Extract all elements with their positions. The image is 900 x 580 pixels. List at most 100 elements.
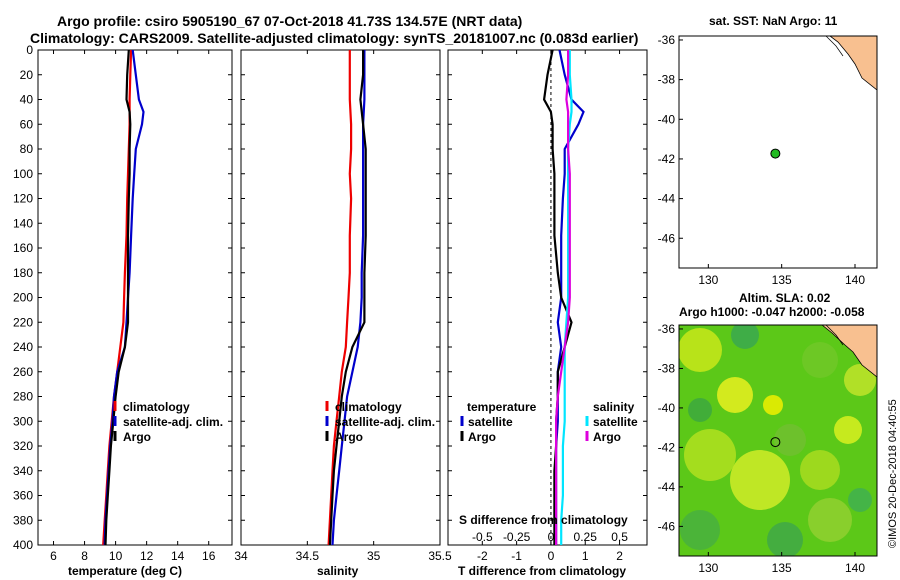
temperature-xtick-label: 6	[50, 549, 57, 563]
depth-tick-label: 180	[13, 266, 33, 280]
sla-map-ytick-label: -40	[658, 401, 676, 415]
salinity-legend-label: satellite	[593, 415, 638, 429]
salinity-diff-tick-label: 0.5	[611, 530, 628, 544]
sla-map-ytick-label: -46	[658, 519, 676, 533]
depth-tick-label: 100	[13, 167, 33, 181]
sla-map-land	[821, 325, 877, 378]
depth-tick-label: 320	[13, 439, 33, 453]
sla-map-ytick-label: -36	[658, 322, 676, 336]
sla-anomaly-blob	[688, 398, 712, 422]
sst-map-land	[829, 36, 877, 91]
title-line-2: Climatology: CARS2009. Satellite-adjuste…	[30, 30, 639, 46]
sla-anomaly-blob	[848, 488, 872, 512]
temperature-plot-frame	[37, 49, 233, 546]
temperature-legend-label: satellite-adj. clim.	[123, 415, 223, 429]
difference-xtick-label: 1	[582, 549, 589, 563]
sst-map-ytick-label: -36	[658, 33, 676, 47]
temperature-xtick-label: 10	[109, 549, 123, 563]
depth-tick-label: 80	[20, 142, 34, 156]
depth-tick-label: 360	[13, 489, 33, 503]
depth-tick-label: 120	[13, 192, 33, 206]
sla-anomaly-blob	[763, 395, 783, 415]
sst-map-ytick-label: -38	[658, 73, 676, 87]
salinity-legend-title: salinity	[593, 400, 635, 414]
salinity-legend-label: Argo	[335, 430, 363, 444]
salinity-legend-label: climatology	[335, 400, 402, 414]
depth-tick-label: 140	[13, 216, 33, 230]
temperature-xtick-label: 8	[81, 549, 88, 563]
sla-anomaly-blob	[774, 424, 806, 456]
sst-map-ytick-label: -42	[658, 152, 676, 166]
temperature-legend-title: temperature	[467, 400, 537, 414]
sla-anomaly-blob	[730, 450, 790, 510]
temperature-xtick-label: 12	[140, 549, 154, 563]
salinity-plot-frame	[240, 49, 441, 546]
sst-map-xtick-label: 140	[845, 273, 865, 287]
salinity-diff-tick-label: -0.5	[472, 530, 493, 544]
depth-tick-label: 280	[13, 390, 33, 404]
sst-map-ytick-label: -46	[658, 231, 676, 245]
difference-series-salinity-satellite	[560, 50, 573, 545]
difference-top-label: S difference from climatology	[459, 513, 628, 527]
sla-anomaly-blob	[808, 498, 852, 542]
difference-xtick-label: -2	[477, 549, 488, 563]
temperature-legend-label: climatology	[123, 400, 190, 414]
sla-anomaly-blob	[800, 450, 840, 490]
salinity-legend-label: satellite-adj. clim.	[335, 415, 435, 429]
imos-credit: ©IMOS 20-Dec-2018 04:40:55	[887, 399, 899, 548]
sla-map-ytick-label: -44	[658, 480, 676, 494]
difference-xlabel: T difference from climatology	[458, 564, 627, 578]
sla-map-frame	[678, 324, 878, 557]
salinity-diff-tick-label: -0.25	[503, 530, 531, 544]
sla-anomaly-blob	[679, 328, 722, 372]
salinity-xtick-label: 34	[234, 549, 248, 563]
sla-map-area	[679, 325, 877, 556]
sst-map-xtick-label: 130	[698, 273, 718, 287]
sla-anomaly-blob	[834, 416, 862, 444]
temperature-legend-label: Argo	[123, 430, 151, 444]
sla-map-xtick-label: 140	[845, 561, 865, 575]
depth-tick-label: 220	[13, 315, 33, 329]
sst-map-frame	[678, 35, 878, 269]
temperature-profile-chart: 0 20 40 60 80 100 120 140 160 180 200 220 240 260 280 3…	[13, 43, 233, 563]
salinity-series-climatology	[327, 50, 353, 546]
depth-tick-label: 300	[13, 414, 33, 428]
sla-anomaly-blob	[802, 342, 838, 378]
sla-anomaly-blob	[680, 510, 720, 550]
difference-plot-frame	[447, 49, 648, 546]
sla-map-xtick-label: 130	[698, 561, 718, 575]
sst-map-title: sat. SST: NaN Argo: 11	[709, 14, 838, 28]
difference-series-temperature-argo	[542, 49, 573, 545]
sla-map-ytick-label: -38	[658, 361, 676, 375]
sla-map-xtick-label: 135	[772, 561, 792, 575]
difference-xtick-label: 0	[548, 549, 555, 563]
temperature-xlabel: temperature (deg C)	[68, 564, 183, 578]
sla-anomaly-blob	[767, 522, 803, 556]
difference-profile-chart: -2 -1 0 1 2 -0.5 -0.25 0 0.25 0.5 temperature salin…	[447, 49, 648, 563]
depth-tick-label: 40	[20, 93, 34, 107]
salinity-series-argo	[328, 50, 367, 546]
depth-tick-label: 340	[13, 464, 33, 478]
salinity-xtick-label: 34.5	[296, 549, 320, 563]
temperature-legend-label: Argo	[468, 430, 496, 444]
sst-map-chart: -36 -38 -40 -42 -44 -46 130 135 140	[658, 33, 878, 287]
depth-tick-label: 20	[20, 68, 34, 82]
difference-xtick-label: 2	[616, 549, 623, 563]
salinity-legend-label: Argo	[593, 430, 621, 444]
sla-anomaly-blob	[731, 325, 759, 349]
sst-map-ytick-label: -44	[658, 192, 676, 206]
sla-map-title: Altim. SLA: 0.02	[739, 291, 831, 305]
sst-map-xtick-label: 135	[772, 273, 792, 287]
sla-anomaly-blob	[717, 377, 753, 413]
argo-float-marker	[770, 148, 781, 159]
salinity-diff-tick-label: 0	[548, 530, 555, 544]
depth-tick-label: 400	[13, 538, 33, 552]
title-line-1: Argo profile: csiro 5905190_67 07-Oct-20…	[57, 13, 523, 29]
sst-map-ytick-label: -40	[658, 112, 676, 126]
salinity-xlabel: salinity	[317, 564, 359, 578]
temperature-xtick-label: 14	[171, 549, 185, 563]
sla-anomaly-blob	[684, 429, 736, 481]
depth-tick-label: 160	[13, 241, 33, 255]
